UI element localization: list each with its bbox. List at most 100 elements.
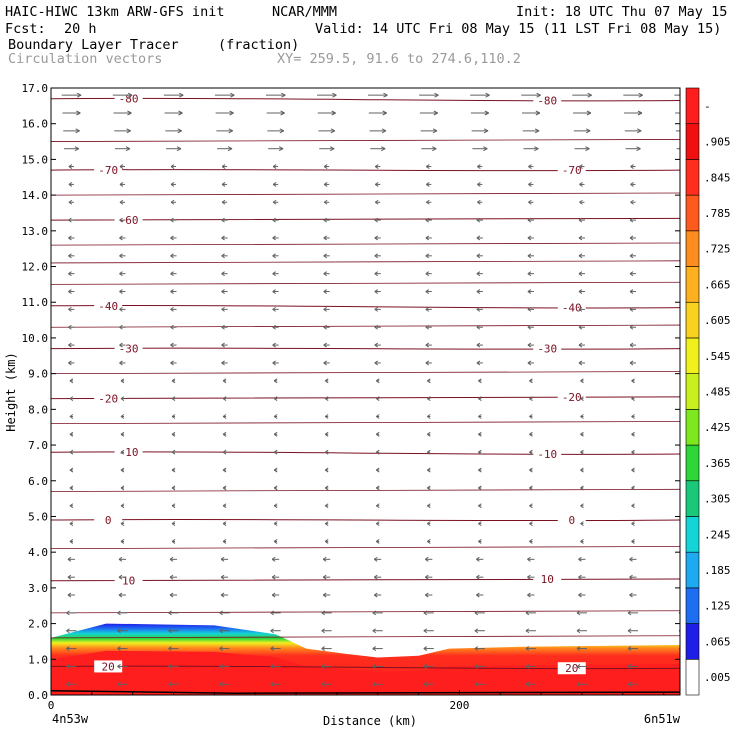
wind-vector-head (222, 467, 227, 473)
wind-vector-head (68, 199, 73, 205)
contour-line (51, 324, 680, 328)
x-axis-label: Distance (km) (323, 714, 417, 728)
wind-vector-head (478, 449, 482, 455)
wind-vector-head (477, 181, 481, 187)
contour-label: -30 (119, 343, 139, 356)
wind-vector-head (478, 539, 482, 544)
wind-vector-head (423, 646, 428, 651)
wind-vector-head (425, 306, 430, 312)
wind-vector-head (221, 342, 225, 348)
contour-label-bg (94, 660, 123, 673)
wind-vector-head (323, 253, 327, 259)
wind-vector-head (382, 110, 387, 116)
colorbar-swatch (685, 373, 700, 410)
tracer-field (51, 623, 680, 695)
colorbar-label: .545 (704, 350, 731, 363)
wind-vector-head (478, 414, 482, 419)
wind-vector-head (476, 217, 481, 223)
wind-vector-head (220, 592, 225, 598)
valid-time: Valid: 14 UTC Fri 08 May 15 (11 LST Fri … (315, 21, 722, 37)
wind-vector-head (179, 92, 184, 98)
wind-vector-head (579, 164, 583, 169)
wind-vector-head (221, 253, 225, 259)
wind-vector-head (178, 110, 183, 116)
wind-vector-head (330, 128, 336, 134)
wind-vector-head (120, 467, 125, 473)
wind-vector-head (375, 378, 380, 384)
wind-vector-head (476, 324, 481, 330)
wind-vector-head (126, 128, 131, 134)
wind-vector-head (324, 521, 329, 527)
contour-label: -10 (537, 448, 557, 461)
terrain-line (51, 689, 680, 694)
field-units: (fraction) (218, 37, 300, 53)
wind-vector-head (324, 396, 329, 402)
wind-vector-head (681, 218, 684, 222)
wind-vector-head (423, 628, 428, 634)
wind-vector-head (272, 164, 277, 169)
wind-vector-head (272, 253, 276, 259)
wind-vector-head (119, 360, 123, 366)
wind-vector-head (120, 449, 125, 455)
wind-vector-head (425, 342, 430, 348)
wind-vector-head (474, 646, 479, 651)
wind-vector-head (529, 467, 533, 473)
contour-label: -70 (98, 164, 118, 177)
colorbar-swatch (685, 230, 700, 267)
wind-vector-head (535, 110, 541, 116)
contour-label: -60 (119, 214, 139, 227)
wind-vector-head (578, 235, 583, 241)
x-axis: 0 200 4n53w 6n51w (48, 690, 681, 726)
wind-vector-head (527, 217, 532, 223)
wind-vector-head (373, 574, 378, 580)
contour-line (51, 421, 680, 425)
wind-vector-head (525, 610, 530, 616)
wind-vector-head (374, 271, 379, 277)
wind-vector-head (372, 646, 377, 651)
wind-vector-head (219, 628, 223, 634)
wind-vector-head (321, 664, 325, 669)
wind-vector-head (67, 556, 72, 562)
temperature-contours: -80 -80 -70 -70 -60 -40 -40 -30 -30 -20 -20 -10 -10 0… (51, 92, 680, 675)
wind-vector-head (271, 556, 276, 562)
wind-vector-head (586, 110, 592, 116)
wind-vector-head (528, 164, 532, 169)
wind-vector-head (683, 379, 686, 383)
wind-vector-head (324, 414, 329, 419)
wind-vector-head (478, 521, 482, 527)
wind-vector-head (230, 92, 235, 98)
wind-vector-head (374, 181, 379, 187)
wind-vector-head (222, 485, 227, 491)
wind-vector-head (270, 664, 274, 669)
fcst-value: 20 h (64, 21, 97, 37)
wind-vector-head (118, 592, 123, 598)
wind-vector-head (629, 217, 634, 223)
wind-vector-head (332, 92, 337, 98)
contour-label-bg (114, 92, 143, 105)
wind-vector-head (69, 539, 74, 544)
wind-vector-head (68, 289, 72, 294)
wind-vector-head (323, 289, 327, 294)
wind-vector-head (631, 449, 635, 455)
colorbar-swatch (685, 337, 700, 374)
colorbar-label: .665 (704, 278, 731, 291)
wind-vector-head (372, 664, 377, 669)
wind-vector-head (527, 253, 532, 259)
wind-vector-head (631, 431, 635, 437)
contour-line (51, 217, 680, 221)
wind-vector-head (434, 92, 439, 98)
wind-vector-head (323, 164, 328, 169)
wind-vector-head (528, 181, 532, 187)
wind-vector-head (221, 360, 225, 366)
wind-vector-head (323, 199, 328, 205)
wind-vector-head (629, 324, 634, 330)
wind-vector-head (629, 342, 634, 348)
wind-vector-head (222, 414, 227, 419)
wind-vector-head (219, 646, 223, 651)
wind-vector-head (527, 360, 532, 366)
wind-vector-head (66, 610, 70, 616)
wind-vector-head (321, 646, 325, 651)
wind-vector-head (120, 539, 125, 544)
y-tick-label: 6.0 (28, 475, 48, 488)
wind-vector-head (374, 289, 379, 294)
